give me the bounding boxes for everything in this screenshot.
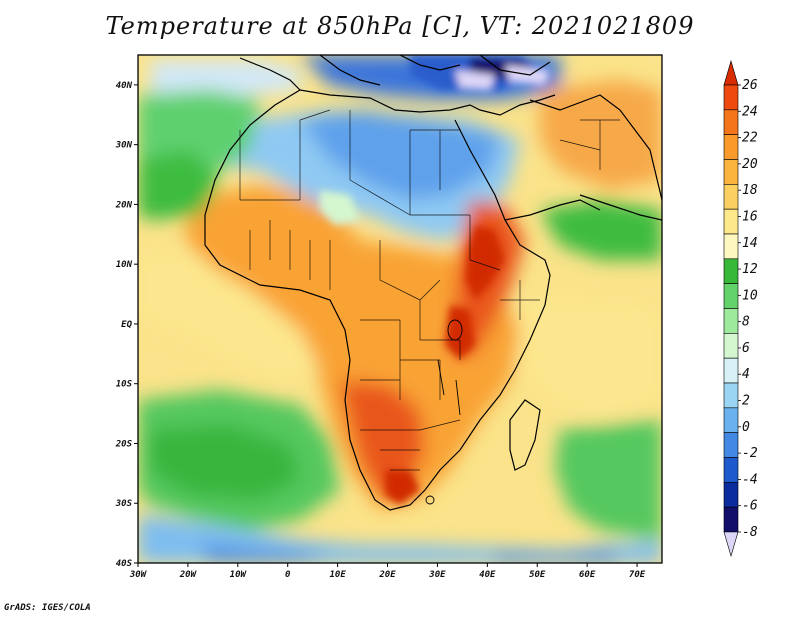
lat-tick-label: 20S — [115, 439, 133, 449]
colorbar-swatch — [723, 84, 739, 111]
colorbar-label: 12 — [742, 262, 758, 277]
colorbar-label: 20 — [742, 157, 758, 172]
latitude-axis: 40N 30N 20N 10N EQ 10S 20S 30S 40S — [115, 81, 138, 569]
colorbar-label: -2 — [742, 446, 758, 461]
colorbar-swatch — [723, 357, 739, 384]
colorbar-swatch — [723, 482, 739, 508]
colorbar-swatch — [723, 308, 739, 334]
colorbar-label: 2 — [742, 394, 750, 409]
lon-tick-label: 70E — [629, 570, 646, 580]
colorbar-swatch — [723, 283, 739, 309]
coastline-outlines — [204, 55, 662, 511]
colorbar-label: 24 — [742, 104, 758, 119]
colorbar-label: 4 — [742, 367, 750, 382]
colorbar-label: -4 — [742, 472, 758, 487]
lon-tick-label: 60E — [579, 570, 596, 580]
colorbar-label: 6 — [742, 341, 750, 356]
colorbar-label: 16 — [742, 209, 758, 224]
lat-tick-label: 10S — [116, 380, 133, 390]
lat-tick-label: 10N — [116, 260, 133, 270]
lon-tick-label: 30W — [129, 570, 148, 580]
map-title: Temperature at 850hPa [C], VT: 202102180… — [105, 12, 695, 40]
colorbar-label: 26 — [742, 78, 758, 93]
lon-tick-label: 30E — [428, 570, 446, 580]
lon-tick-label: 20W — [179, 570, 198, 580]
lon-tick-label: 0 — [285, 570, 291, 580]
lat-tick-label: 30S — [115, 499, 133, 509]
colorbar-top-arrow — [723, 59, 739, 86]
colorbar-label: -8 — [742, 525, 758, 540]
grads-credit: GrADS: IGES/COLA — [4, 603, 91, 613]
temperature-field — [138, 55, 662, 563]
lat-tick-label: EQ — [121, 320, 132, 330]
colorbar-swatch — [723, 184, 739, 210]
colorbar-label: 0 — [742, 420, 750, 435]
lon-tick-label: 10W — [230, 570, 248, 580]
lat-tick-label: 30N — [115, 141, 133, 151]
colorbar-swatch — [723, 159, 739, 185]
colorbar-swatch — [723, 233, 739, 260]
colorbar-label: 14 — [742, 236, 758, 251]
colorbar-swatch — [723, 134, 739, 160]
colorbar-swatch — [723, 333, 739, 359]
colorbar-bottom-arrow — [723, 531, 739, 558]
lat-tick-label: 40N — [116, 81, 133, 91]
colorbar-swatch — [723, 208, 739, 235]
colorbar-swatch — [723, 258, 739, 284]
lon-tick-label: 40E — [479, 570, 496, 580]
lakes — [425, 319, 463, 505]
lon-tick-label: 10E — [329, 570, 346, 580]
colorbar-label: 18 — [742, 183, 758, 198]
colorbar-swatch — [723, 457, 739, 483]
colorbar-label: 10 — [742, 288, 758, 303]
lat-tick-label: 40S — [116, 559, 133, 569]
lat-tick-label: 20N — [115, 200, 133, 210]
country-borders — [239, 109, 620, 471]
colorbar-label: 8 — [742, 315, 750, 330]
lon-tick-label: 20E — [378, 570, 396, 580]
colorbar-label: 22 — [742, 131, 758, 146]
colorbar-swatch — [723, 109, 739, 135]
longitude-axis: 30W 20W 10W 0 10E 20E 30E 40E 50E 60E 70E — [129, 563, 646, 580]
lon-tick-label: 50E — [529, 570, 546, 580]
colorbar-swatch — [723, 506, 739, 533]
colorbar-label: -6 — [742, 499, 758, 514]
colorbar-swatch — [723, 432, 739, 458]
map-frame — [137, 54, 663, 564]
colorbar-swatch — [723, 382, 739, 409]
colorbar-swatch — [723, 407, 739, 433]
